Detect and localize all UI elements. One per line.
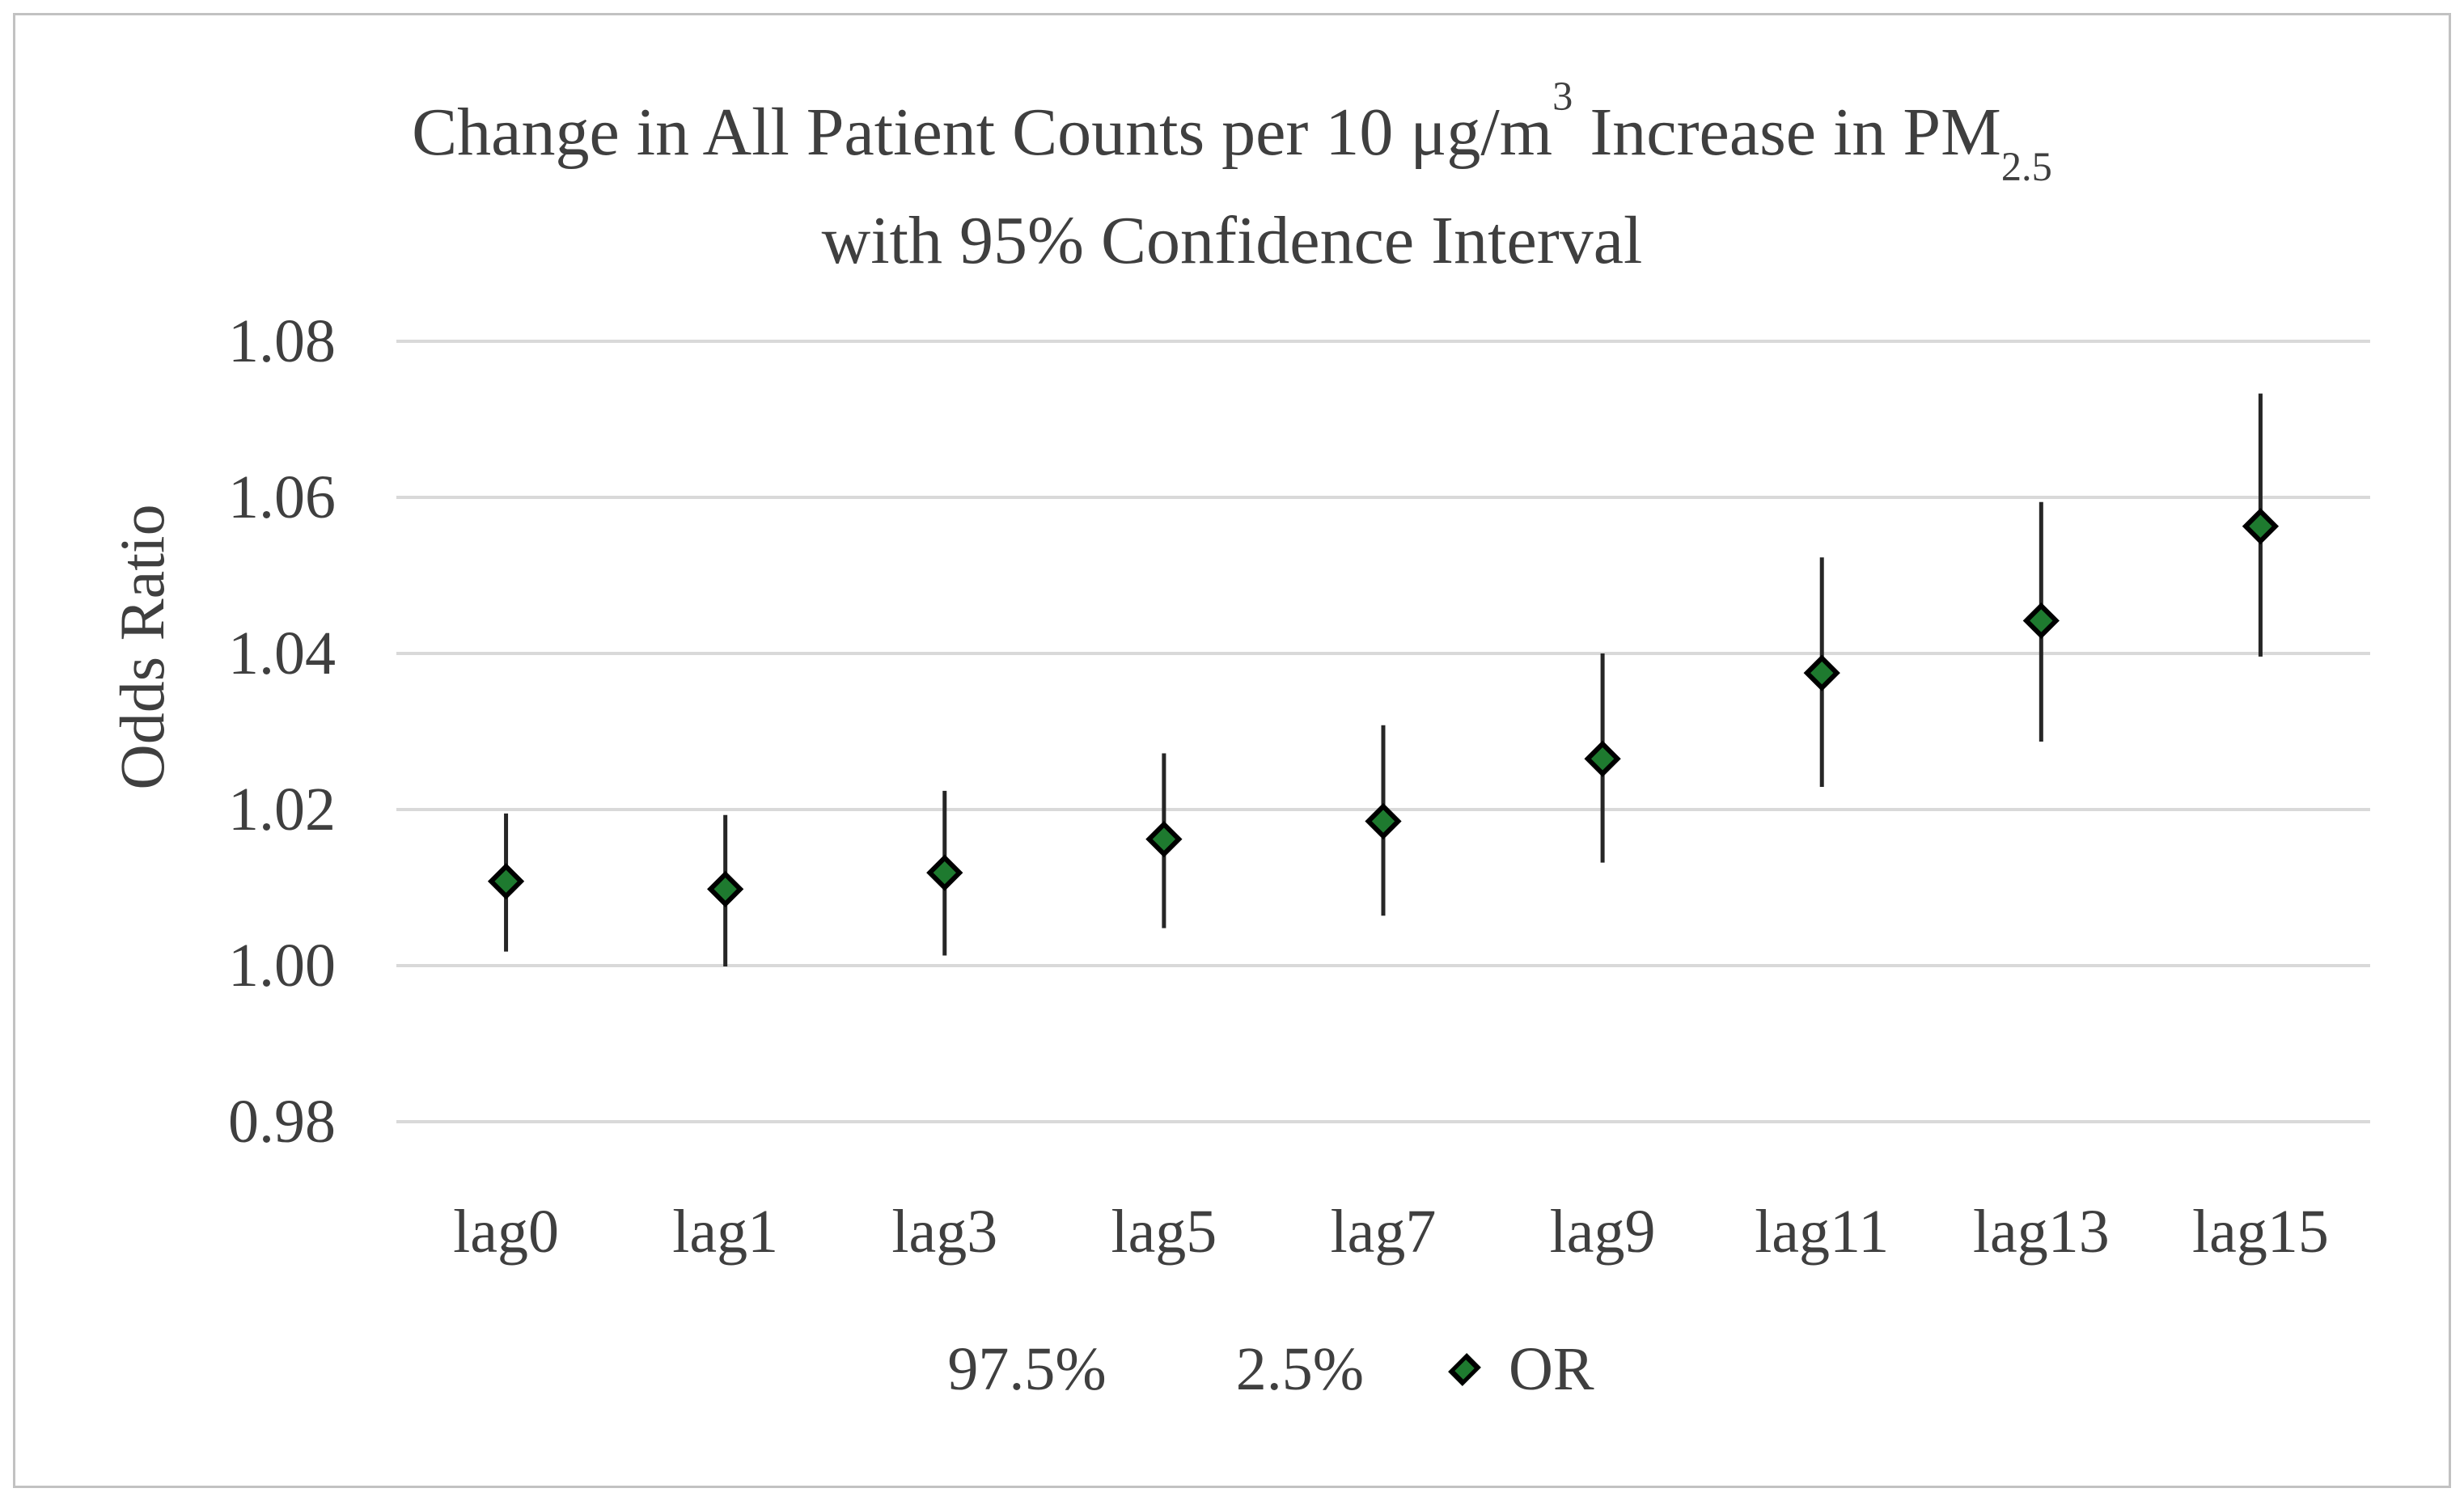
y-tick-label-1.06: 1.06 bbox=[228, 463, 336, 531]
legend-item-or: OR bbox=[1445, 1334, 1594, 1405]
gridline-1.00 bbox=[396, 964, 2370, 967]
y-tick-label-1.02: 1.02 bbox=[228, 776, 336, 844]
x-tick-label-lag3: lag3 bbox=[891, 1198, 998, 1266]
gridline-1.04 bbox=[396, 652, 2370, 655]
x-tick-label-lag11: lag11 bbox=[1755, 1198, 1890, 1266]
or-marker-lag5 bbox=[1145, 821, 1183, 858]
legend-item-97-5: 97.5% bbox=[947, 1335, 1107, 1403]
or-marker-lag11 bbox=[1803, 654, 1840, 691]
or-marker-lag0 bbox=[487, 863, 525, 900]
or-marker-lag3 bbox=[926, 854, 963, 891]
y-tick-label-1.04: 1.04 bbox=[228, 619, 336, 687]
x-tick-label-lag1: lag1 bbox=[672, 1198, 779, 1266]
legend-item-or-label: OR bbox=[1509, 1335, 1594, 1403]
y-tick-label-0.98: 0.98 bbox=[228, 1088, 336, 1156]
x-tick-label-lag9: lag9 bbox=[1549, 1198, 1656, 1266]
or-marker-lag7 bbox=[1365, 802, 1402, 840]
title-superscript: 3 bbox=[1552, 73, 1573, 119]
x-tick-label-lag5: lag5 bbox=[1111, 1198, 1217, 1266]
x-tick-label-lag0: lag0 bbox=[453, 1198, 559, 1266]
or-marker-lag9 bbox=[1584, 740, 1621, 777]
or-marker-lag1 bbox=[707, 870, 744, 908]
gridline-1.08 bbox=[396, 340, 2370, 343]
or-diamond-icon bbox=[1448, 1353, 1481, 1386]
or-marker-lag15 bbox=[2242, 508, 2280, 545]
y-tick-label-1.00: 1.00 bbox=[228, 932, 336, 1000]
title-text: Change in All Patient Counts per 10 μg/m bbox=[412, 95, 1553, 170]
x-tick-label-lag13: lag13 bbox=[1972, 1198, 2110, 1266]
chart-title: Change in All Patient Counts per 10 μg/m… bbox=[0, 74, 2464, 284]
chart-title-line2: with 95% Confidence Interval bbox=[821, 202, 1643, 278]
title-subscript: 2.5 bbox=[2000, 143, 2052, 189]
chart-legend: 97.5% 2.5% OR bbox=[39, 1334, 2464, 1405]
gridline-0.98 bbox=[396, 1120, 2370, 1123]
gridline-1.06 bbox=[396, 496, 2370, 499]
chart-title-line1: Change in All Patient Counts per 10 μg/m… bbox=[0, 74, 2464, 198]
x-tick-label-lag7: lag7 bbox=[1330, 1198, 1437, 1266]
title-text-2: Increase in PM bbox=[1573, 95, 2001, 170]
legend-item-2-5: 2.5% bbox=[1235, 1335, 1365, 1403]
or-marker-lag13 bbox=[2022, 602, 2060, 640]
y-tick-label-1.08: 1.08 bbox=[228, 307, 336, 375]
x-tick-label-lag15: lag15 bbox=[2192, 1198, 2329, 1266]
